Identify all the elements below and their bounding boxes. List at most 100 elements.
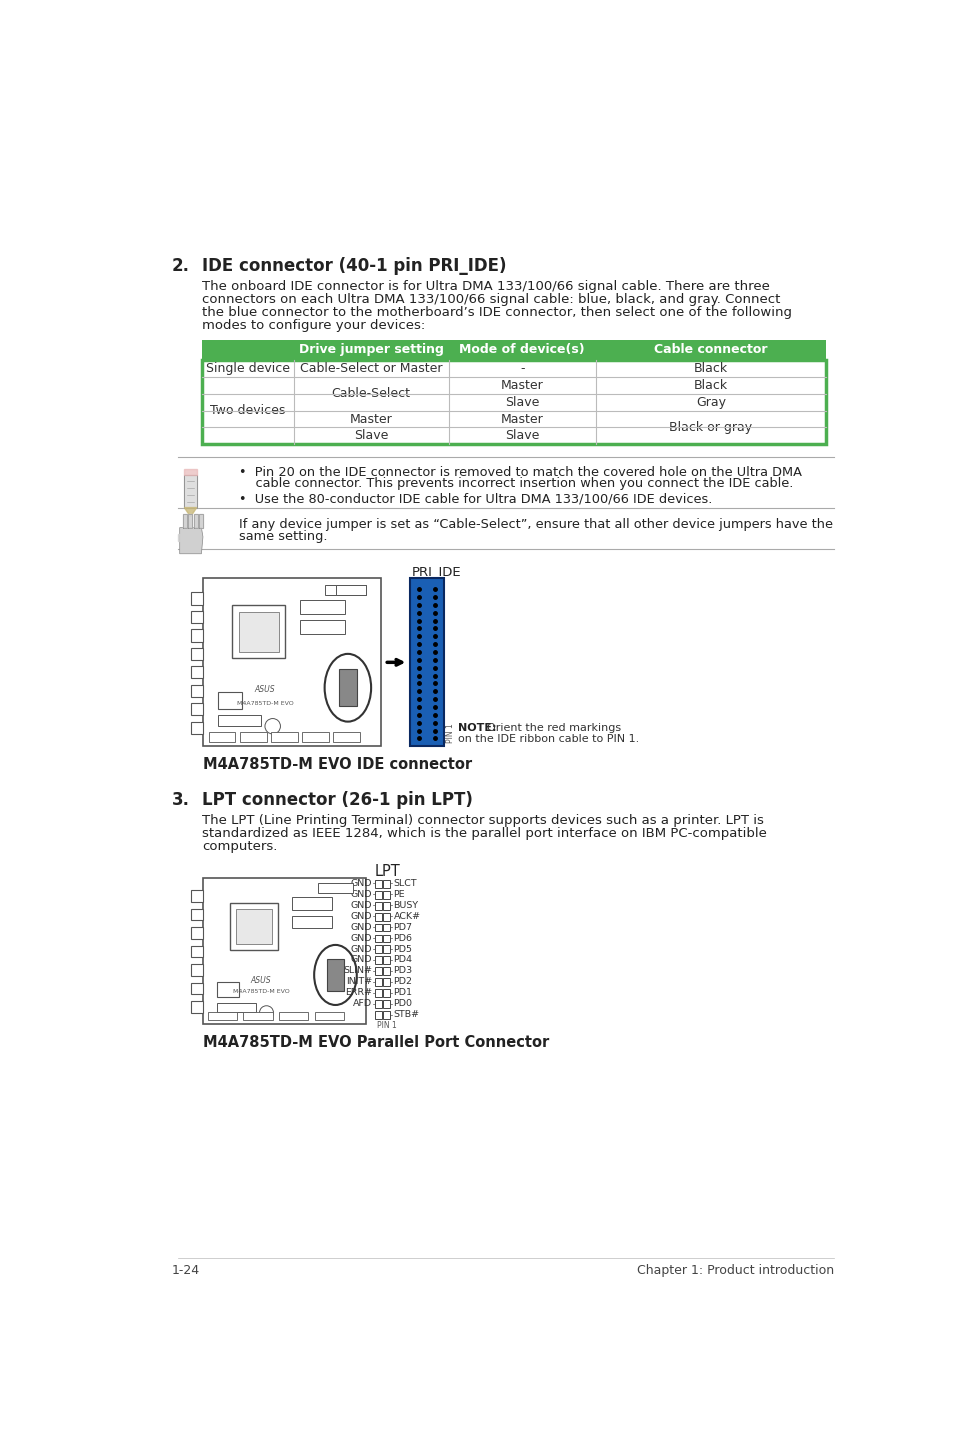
Text: cable connector. This prevents incorrect insertion when you connect the IDE cabl: cable connector. This prevents incorrect… [239,477,793,490]
Text: LPT connector (26-1 pin LPT): LPT connector (26-1 pin LPT) [202,790,473,809]
Bar [191,593,203,604]
Text: -: - [519,362,524,375]
Bar [191,982,203,994]
Bar [191,722,203,735]
Text: GND: GND [350,912,372,921]
Bar [327,584,365,596]
Bar [218,692,241,709]
Bar [302,732,328,742]
Bar [208,1012,236,1020]
Text: M4A785TD-M EVO Parallel Port Connector: M4A785TD-M EVO Parallel Port Connector [203,1035,549,1051]
Bar [191,703,203,716]
Bar [203,878,365,1024]
Bar [375,912,381,921]
Text: Black: Black [693,362,727,375]
Text: PE: PE [394,889,405,899]
Text: ASUS: ASUS [254,686,275,695]
Text: SLIN#: SLIN# [342,967,372,975]
Text: LPT: LPT [375,863,400,879]
Bar [299,600,344,614]
Text: SLCT: SLCT [394,879,416,888]
Polygon shape [184,475,196,507]
Bar [202,339,825,359]
Text: Single device: Single device [206,362,290,375]
Text: If any device jumper is set as “Cable-Select”, ensure that all other device jump: If any device jumper is set as “Cable-Se… [239,518,833,531]
Text: GND: GND [350,945,372,954]
Bar [375,924,381,931]
Text: Master: Master [500,412,543,425]
Bar [375,990,381,997]
Text: GND: GND [350,889,372,899]
Text: Slave: Slave [504,395,538,408]
Bar [191,629,203,642]
Text: M4A785TD-M EVO: M4A785TD-M EVO [236,702,293,706]
Bar [314,1012,344,1020]
Text: GND: GND [350,934,372,942]
Text: ACK#: ACK# [394,912,420,921]
Bar [382,978,390,987]
Bar [382,990,390,997]
Circle shape [259,1005,274,1020]
Text: Orient the red markings: Orient the red markings [487,723,620,733]
Polygon shape [193,514,197,527]
Bar [191,945,203,957]
Text: ASUS: ASUS [251,975,271,985]
Bar [375,879,381,888]
Text: •  Pin 20 on the IDE connector is removed to match the covered hole on the Ultra: • Pin 20 on the IDE connector is removed… [239,465,801,478]
Text: PD4: PD4 [394,955,412,964]
Text: PD1: PD1 [394,988,412,997]
Bar [236,909,272,944]
Text: the blue connector to the motherboard’s IDE connector, then select one of the fo: the blue connector to the motherboard’s … [202,306,791,319]
Text: STB#: STB# [394,1010,419,1020]
Text: modes to configure your devices:: modes to configure your devices: [202,319,425,332]
Bar [292,898,332,909]
Text: The onboard IDE connector is for Ultra DMA 133/100/66 signal cable. There are th: The onboard IDE connector is for Ultra D… [202,279,769,292]
Text: Drive jumper setting: Drive jumper setting [298,344,443,357]
Circle shape [265,719,280,735]
Text: 1-24: 1-24 [172,1263,200,1277]
Text: Black: Black [693,378,727,391]
Bar [382,1011,390,1020]
Text: Gray: Gray [696,395,725,408]
Text: •  Use the 80-conductor IDE cable for Ultra DMA 133/100/66 IDE devices.: • Use the 80-conductor IDE cable for Ult… [239,493,712,505]
Bar [240,732,266,742]
Text: The LPT (Line Printing Terminal) connector supports devices such as a printer. L: The LPT (Line Printing Terminal) connect… [202,813,763,828]
Text: BUSY: BUSY [394,901,418,909]
Text: PRI_IDE: PRI_IDE [412,564,461,577]
Bar [191,964,203,975]
Bar [191,1001,203,1012]
Bar [382,891,390,899]
Polygon shape [178,534,184,541]
Bar [191,610,203,623]
Text: PD2: PD2 [394,977,412,987]
Bar [230,902,278,951]
Bar [238,611,278,652]
Bar [375,978,381,987]
Bar [233,606,285,657]
Text: PIN 1: PIN 1 [376,1021,395,1030]
Bar [203,579,381,746]
Bar [375,902,381,909]
Bar [333,732,359,742]
Text: GND: GND [350,955,372,964]
Text: Master: Master [350,412,392,425]
Bar [382,935,390,942]
Text: AFD: AFD [353,1000,372,1008]
Text: NOTE:: NOTE: [457,723,496,733]
Text: INIT#: INIT# [345,977,372,987]
Polygon shape [183,514,187,527]
Bar [243,1012,273,1020]
Bar [202,359,825,444]
Text: Chapter 1: Product introduction: Chapter 1: Product introduction [636,1263,833,1277]
Text: same setting.: same setting. [239,530,328,543]
Polygon shape [179,527,203,554]
Bar [382,1000,390,1008]
Bar [299,620,344,634]
Bar [209,732,235,742]
Bar [375,935,381,942]
Bar [375,1000,381,1008]
Text: PIN 1: PIN 1 [446,723,455,743]
Text: Master: Master [500,378,543,391]
Text: Cable-Select or Master: Cable-Select or Master [299,362,442,375]
Polygon shape [184,470,196,475]
